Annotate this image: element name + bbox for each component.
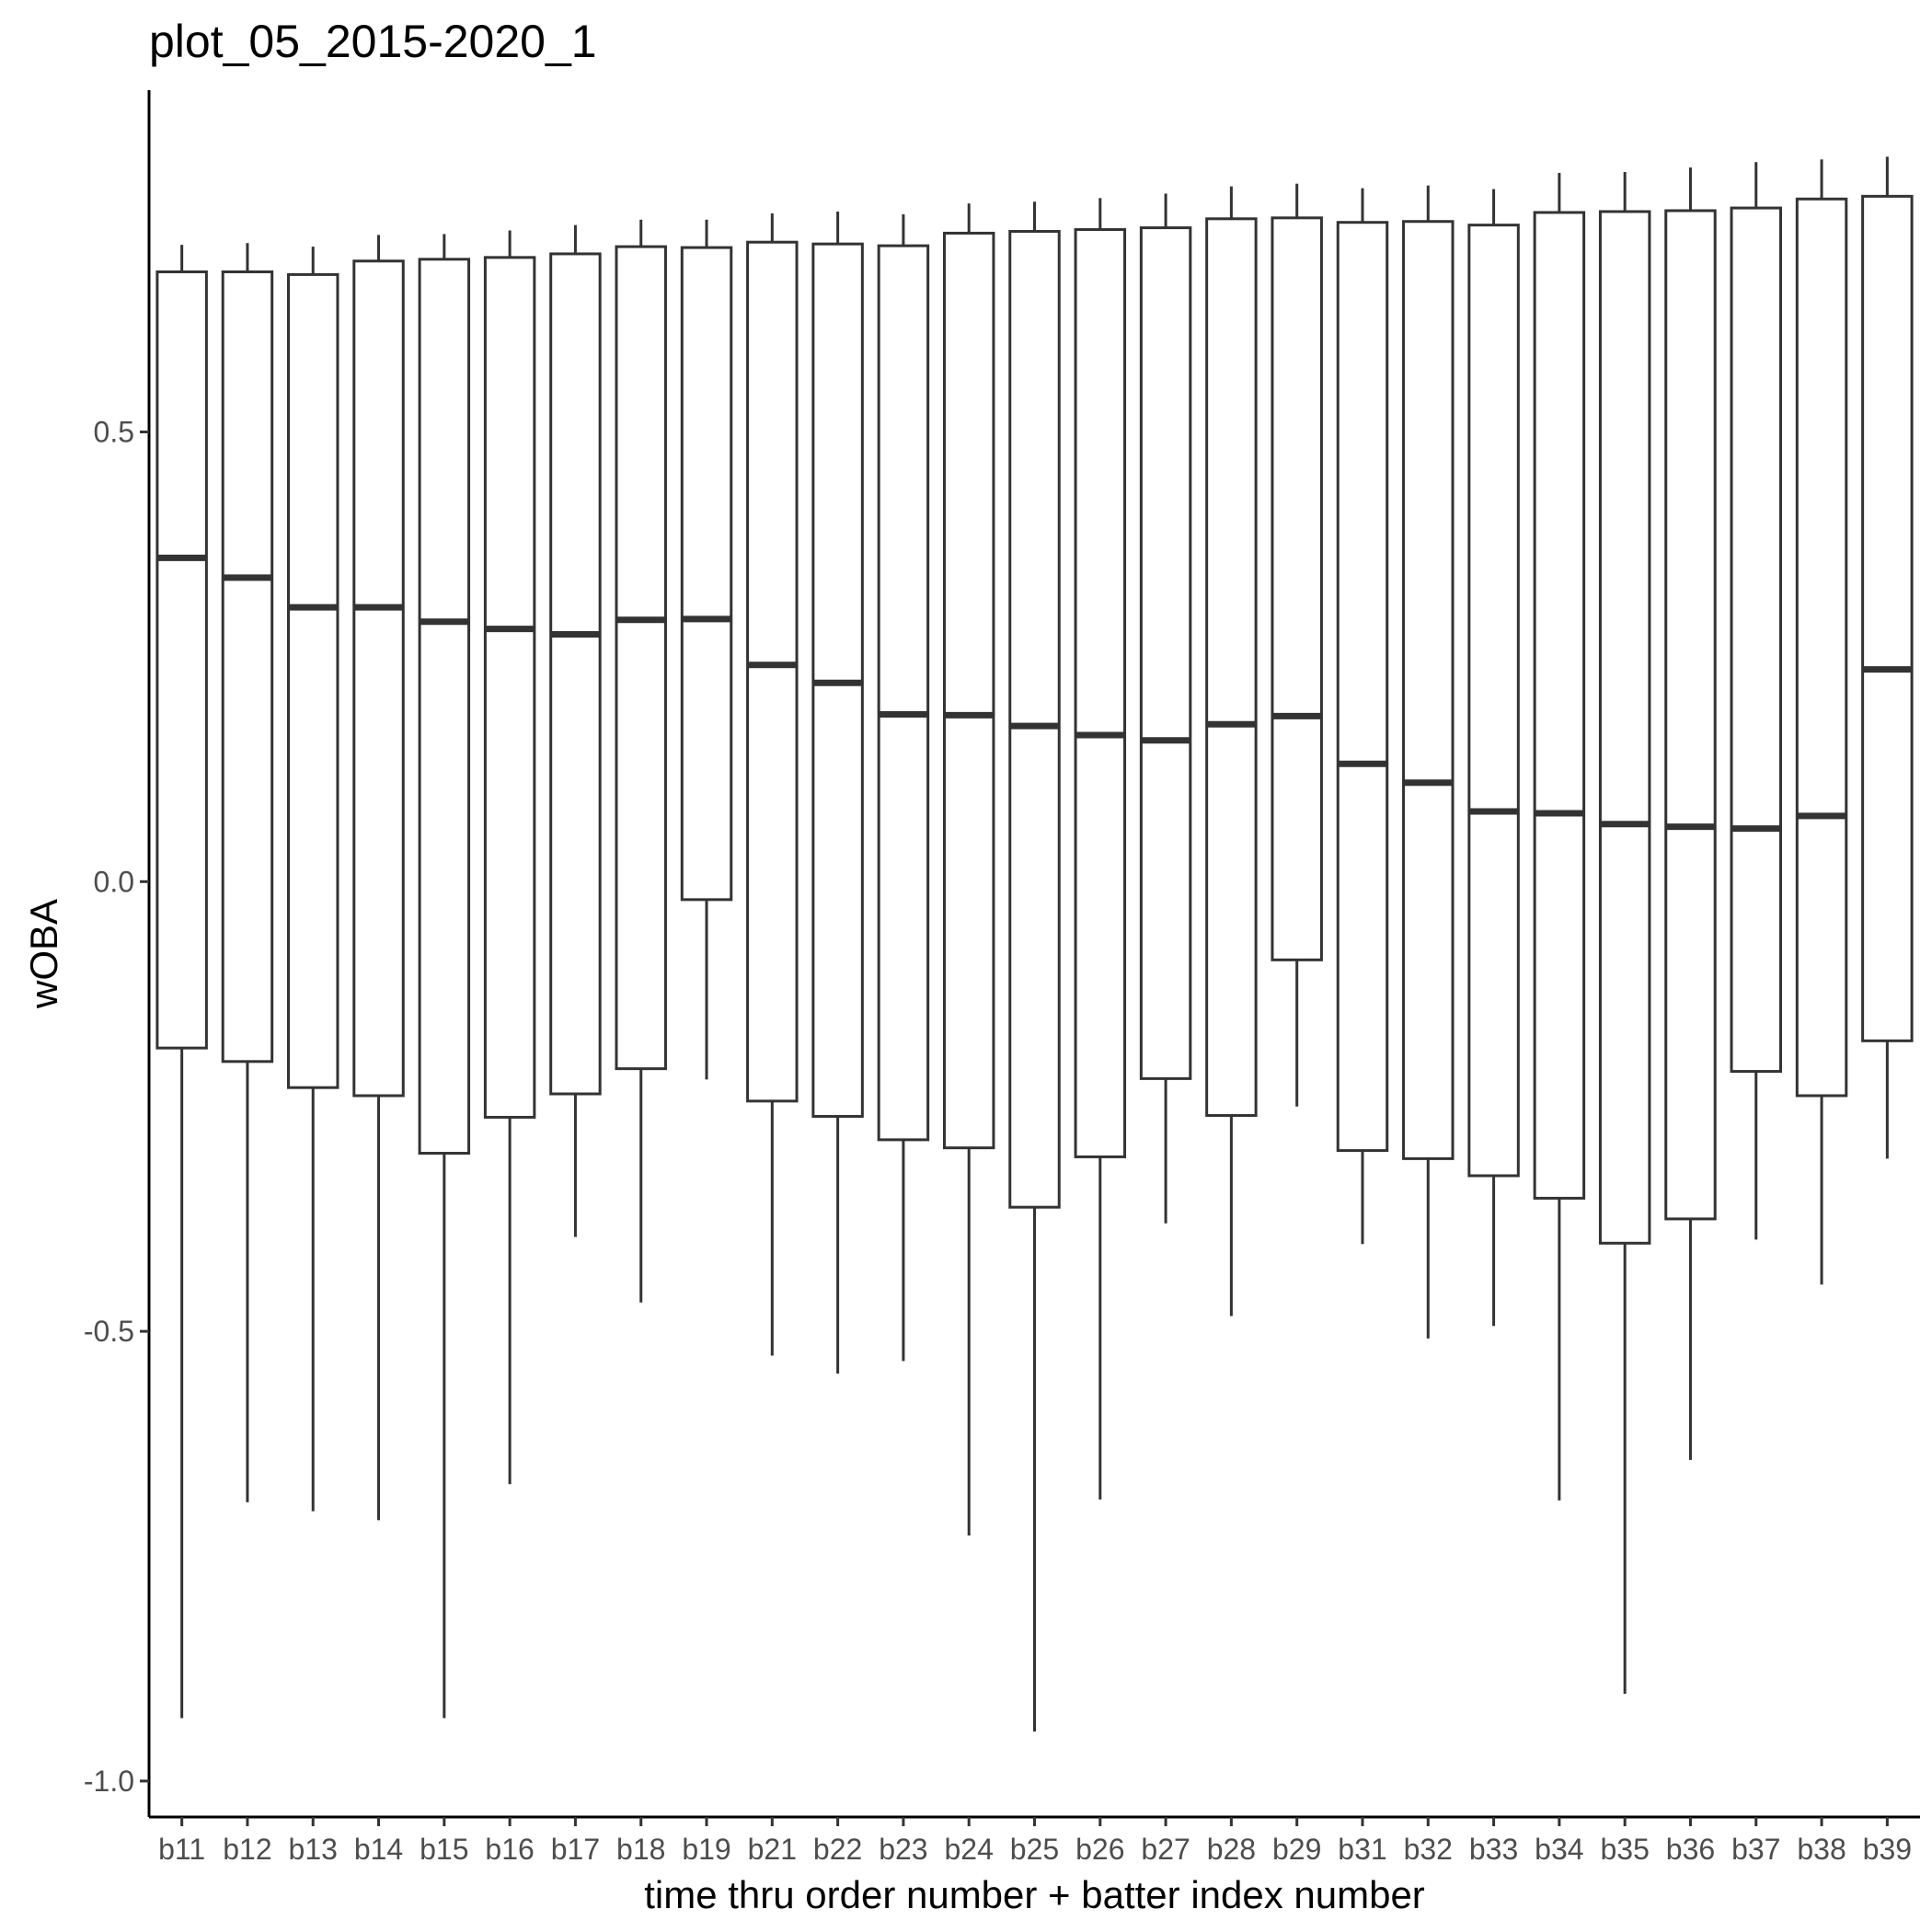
box-body	[1533, 211, 1586, 1200]
box-b34	[1533, 172, 1586, 1501]
y-tick-label: 0.0	[94, 865, 134, 898]
box-b19	[680, 219, 733, 1080]
x-tick-label: b19	[682, 1833, 730, 1866]
box-b37	[1730, 162, 1782, 1240]
box-body	[615, 245, 667, 1071]
box-body	[746, 240, 799, 1103]
box-b11	[155, 245, 208, 1719]
box-body	[549, 252, 602, 1096]
box-b33	[1467, 189, 1520, 1327]
x-tick-label: b14	[354, 1833, 403, 1866]
box-b35	[1598, 171, 1651, 1695]
box-b22	[811, 211, 864, 1374]
x-tick-label: b28	[1207, 1833, 1256, 1866]
box-body	[877, 244, 930, 1142]
box-body	[418, 258, 471, 1156]
box-body	[352, 259, 405, 1098]
box-body	[483, 256, 536, 1119]
chart-title: plot_05_2015-2020_1	[149, 16, 597, 67]
x-tick-label: b18	[616, 1833, 665, 1866]
box-body	[1598, 210, 1651, 1245]
box-b18	[615, 219, 667, 1303]
box-body	[1008, 229, 1061, 1209]
box-b31	[1336, 188, 1389, 1245]
box-body	[1861, 194, 1914, 1042]
x-tick-label: b21	[748, 1833, 797, 1866]
box-body	[1664, 209, 1717, 1221]
x-tick-label: b12	[223, 1833, 271, 1866]
box-b23	[877, 213, 930, 1362]
x-tick-label: b26	[1075, 1833, 1124, 1866]
x-tick-label: b22	[813, 1833, 862, 1866]
box-b27	[1139, 193, 1192, 1224]
box-b29	[1271, 183, 1323, 1107]
box-body	[1402, 220, 1455, 1160]
y-tick-label: -0.5	[84, 1315, 134, 1348]
x-tick-label: b37	[1731, 1833, 1780, 1866]
x-tick-label: b33	[1469, 1833, 1518, 1866]
x-tick-label: b32	[1404, 1833, 1453, 1866]
y-axis-title: wOBA	[22, 899, 65, 1009]
x-tick-label: b35	[1600, 1833, 1649, 1866]
box-body	[221, 270, 274, 1064]
box-b39	[1861, 156, 1914, 1159]
x-tick-label: b24	[945, 1833, 994, 1866]
box-b16	[483, 230, 536, 1485]
x-tick-label: b29	[1272, 1833, 1321, 1866]
y-tick-label: 0.5	[94, 415, 134, 448]
box-body	[1336, 221, 1389, 1153]
box-body	[942, 231, 995, 1150]
x-tick-label: b39	[1863, 1833, 1912, 1866]
x-tick-label: b11	[158, 1833, 205, 1866]
x-tick-label: b23	[879, 1833, 927, 1866]
y-tick-label: -1.0	[84, 1765, 134, 1798]
x-tick-label: b13	[289, 1833, 338, 1866]
box-body	[1730, 206, 1782, 1074]
box-b28	[1205, 186, 1258, 1317]
box-b15	[418, 234, 471, 1719]
box-body	[1139, 226, 1192, 1080]
x-tick-label: b38	[1797, 1833, 1846, 1866]
box-body	[1467, 224, 1520, 1178]
x-tick-label: b15	[420, 1833, 468, 1866]
box-body	[1074, 228, 1127, 1158]
x-ticks-layer: b11 b12 b13 b14 b15 b16 b17 b18 b19 b21 b22 b23 b24 b…	[158, 1817, 1912, 1866]
x-tick-label: b27	[1141, 1833, 1190, 1866]
box-b25	[1008, 201, 1061, 1732]
box-body	[1271, 216, 1323, 961]
box-b17	[549, 224, 602, 1237]
y-ticks-layer: 0.5 0.0 -0.5 -1.0	[84, 415, 149, 1798]
x-tick-label: b17	[551, 1833, 600, 1866]
x-tick-label: b16	[485, 1833, 534, 1866]
x-tick-label: b36	[1666, 1833, 1715, 1866]
box-body	[1795, 197, 1848, 1098]
x-tick-label: b31	[1338, 1833, 1386, 1866]
box-body	[1205, 217, 1258, 1117]
box-b26	[1074, 198, 1127, 1500]
box-b36	[1664, 167, 1717, 1460]
x-tick-label: b25	[1010, 1833, 1059, 1866]
box-b14	[352, 235, 405, 1521]
x-axis-title: time thru order number + batter index nu…	[644, 1873, 1425, 1916]
box-b32	[1402, 185, 1455, 1339]
x-tick-label: b34	[1535, 1833, 1583, 1866]
boxes-layer	[155, 156, 1914, 1732]
box-b13	[287, 247, 339, 1512]
box-b12	[221, 243, 274, 1502]
box-b38	[1795, 159, 1848, 1285]
box-b21	[746, 213, 799, 1356]
box-body	[287, 272, 339, 1089]
box-body	[680, 246, 733, 902]
box-body	[155, 270, 208, 1050]
box-b24	[942, 203, 995, 1536]
